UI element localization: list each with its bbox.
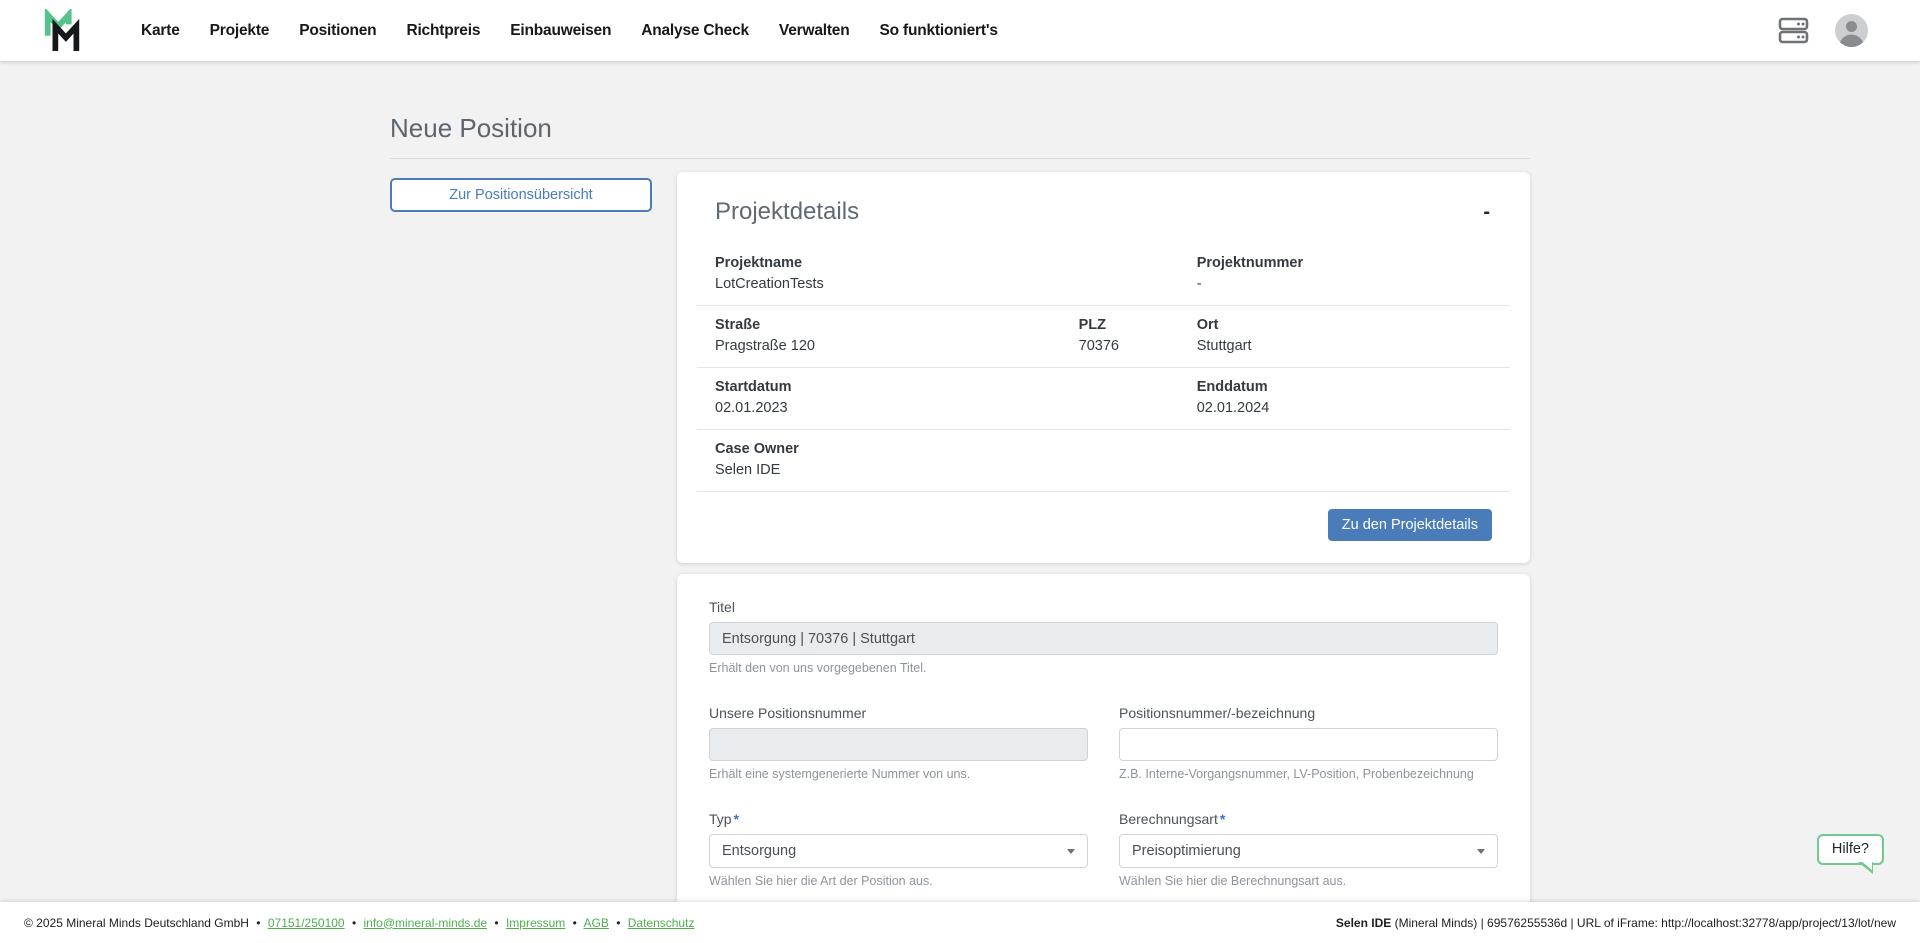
nav-item-analyse-check[interactable]: Analyse Check [641,21,749,39]
projektnummer-value: - [1196,276,1202,293]
nav-item-verwalten[interactable]: Verwalten [778,21,850,39]
copyright-text: © 2025 Mineral Minds Deutschland GmbH [24,915,249,930]
footer-link-phone[interactable]: 07151/250100 [267,915,345,930]
berechnungsart-select[interactable]: Preisoptimierung [1119,834,1498,869]
strasse-value: Pragstraße 120 [715,338,815,355]
berechnungsart-selected-value: Preisoptimierung [1132,843,1241,860]
new-position-form-card: Titel Erhält den von uns vorgegebenen Ti… [677,574,1530,943]
enddatum-value: 02.01.2024 [1196,400,1270,417]
footer-link-datenschutz[interactable]: Datenschutz [627,915,695,930]
positionsnummer-bezeichnung-help-text: Z.B. Interne-Vorgangsnummer, LV-Position… [1119,767,1474,782]
startdatum-label: Startdatum [715,379,792,396]
nav-item-positionen[interactable]: Positionen [299,21,377,39]
plz-label: PLZ [1078,317,1107,334]
titel-label: Titel [709,599,735,616]
titel-help-text: Erhält den von uns vorgegebenen Titel. [709,661,927,676]
unsere-positionsnummer-input [709,728,1088,762]
case-owner-value: Selen IDE [715,462,781,479]
user-avatar[interactable] [1835,14,1868,47]
help-button-label: Hilfe? [1831,841,1869,857]
berechnungsart-label: Berechnungsart * [1119,811,1226,828]
page-title: Neue Position [390,113,1530,159]
typ-label: Typ * [709,811,740,828]
person-icon [1839,21,1864,47]
top-navigation-bar: Karte Projekte Positionen Richtpreis Ein… [0,0,1920,61]
enddatum-label: Enddatum [1196,379,1268,396]
typ-help-text: Wählen Sie hier die Art der Position aus… [709,874,933,889]
footer-link-email[interactable]: info@mineral-minds.de [363,915,488,930]
unsere-positionsnummer-help-text: Erhält eine systemgenerierte Nummer von … [709,767,971,782]
footer-session-details: (Mineral Minds) | 69576255536d | URL of … [1391,915,1896,930]
berechnungsart-help-text: Wählen Sie hier die Berechnungsart aus. [1119,874,1347,889]
footer-user-name: Selen IDE [1335,915,1392,930]
position-overview-button[interactable]: Zur Positionsübersicht [390,178,652,212]
positionsnummer-bezeichnung-input[interactable] [1119,728,1498,762]
required-asterisk: * [733,811,740,828]
nav-item-karte[interactable]: Karte [141,21,180,39]
footer-link-impressum[interactable]: Impressum [505,915,566,930]
project-details-title: Projektdetails [715,198,860,225]
chevron-down-icon [1067,849,1075,855]
unsere-positionsnummer-label: Unsere Positionsnummer [709,705,867,722]
typ-selected-value: Entsorgung [722,843,797,860]
projektnummer-label: Projektnummer [1196,255,1304,271]
mineral-minds-logo-icon[interactable] [42,8,84,53]
projektname-label: Projektname [715,255,803,271]
project-details-table: Projektname LotCreationTests Projektnumm… [697,244,1510,493]
required-asterisk: * [1219,811,1226,828]
nav-item-richtpreis[interactable]: Richtpreis [406,21,481,39]
table-row: Projektname LotCreationTests Projektnumm… [697,244,1510,307]
project-details-card: Projektdetails - Projektname LotCreation… [677,172,1530,564]
table-row: Case Owner Selen IDE [697,430,1510,493]
ort-value: Stuttgart [1196,338,1252,355]
titel-input [709,622,1498,656]
startdatum-value: 02.01.2023 [715,400,788,417]
footer-link-agb[interactable]: AGB [583,915,609,930]
collapse-button[interactable]: - [1481,198,1492,226]
ort-label: Ort [1196,317,1219,334]
help-button[interactable]: Hilfe? [1816,834,1884,874]
nav-item-so-funktionierts[interactable]: So funktioniert's [879,21,998,39]
chevron-down-icon [1477,849,1485,855]
case-owner-label: Case Owner [715,441,799,458]
nav-item-projekte[interactable]: Projekte [209,21,270,39]
strasse-label: Straße [715,317,761,334]
server-icon[interactable] [1778,17,1809,44]
table-row: Startdatum 02.01.2023 Enddatum 02.01.202… [697,368,1510,431]
nav-item-einbauweisen[interactable]: Einbauweisen [510,21,612,39]
table-row: Straße Pragstraße 120 PLZ 70376 Ort Stut… [697,306,1510,369]
footer: © 2025 Mineral Minds Deutschland GmbH • … [0,902,1920,943]
typ-select[interactable]: Entsorgung [709,834,1088,869]
go-to-project-details-button[interactable]: Zu den Projektdetails [1327,509,1492,542]
positionsnummer-bezeichnung-label: Positionsnummer/-bezeichnung [1119,705,1316,722]
main-nav: Karte Projekte Positionen Richtpreis Ein… [126,22,1013,40]
footer-session-info: Selen IDE (Mineral Minds) | 69576255536d… [1336,916,1896,930]
plz-value: 70376 [1078,338,1119,355]
projektname-value: LotCreationTests [715,276,824,293]
footer-company-info: © 2025 Mineral Minds Deutschland GmbH • … [24,915,695,930]
